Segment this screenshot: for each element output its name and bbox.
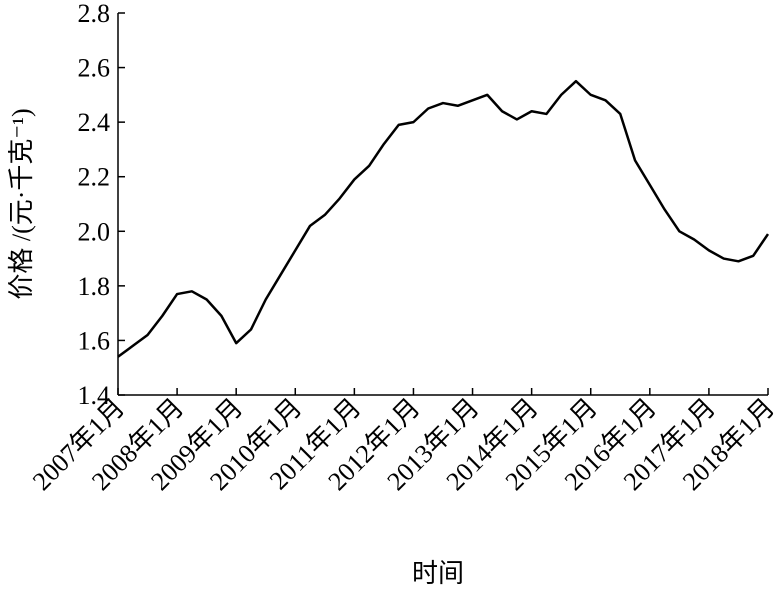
line (117, 79, 770, 358)
y-tick-label: 1.6 (78, 326, 111, 355)
y-tick-label: 2.4 (78, 108, 111, 137)
x-axis-label: 时间 (412, 559, 464, 588)
y-tick-label: 1.4 (78, 381, 111, 410)
y-tick-label: 2.0 (78, 217, 111, 246)
y-tick-label: 2.2 (78, 163, 111, 192)
y-tick-label: 1.8 (78, 272, 111, 301)
y-tick-label: 2.6 (78, 54, 111, 83)
y-axis-label: 价格 /(元·千克⁻¹) (7, 108, 36, 299)
y-tick-label: 2.8 (78, 0, 111, 28)
